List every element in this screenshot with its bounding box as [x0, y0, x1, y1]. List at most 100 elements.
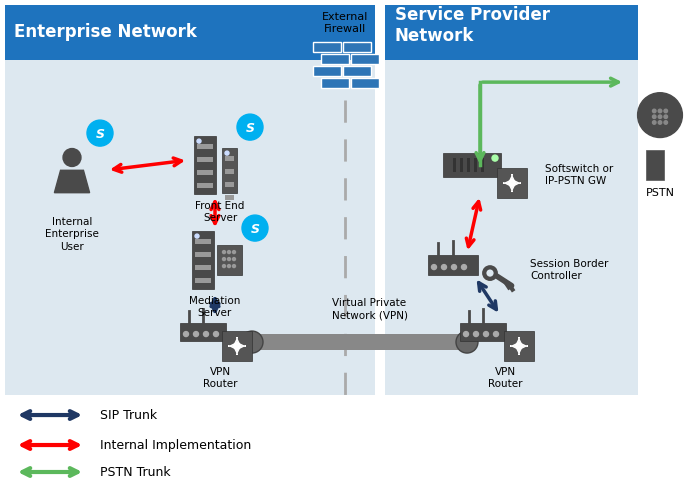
- Circle shape: [653, 120, 656, 124]
- Circle shape: [232, 264, 236, 268]
- Bar: [180, 323, 226, 341]
- Circle shape: [222, 258, 225, 260]
- Circle shape: [225, 151, 229, 155]
- Circle shape: [658, 109, 662, 112]
- Circle shape: [232, 250, 236, 254]
- Text: S: S: [96, 128, 105, 140]
- Text: Virtual Private
Network (VPN): Virtual Private Network (VPN): [331, 298, 407, 320]
- Text: S: S: [250, 222, 259, 235]
- Bar: [195, 239, 211, 244]
- Circle shape: [493, 332, 498, 336]
- Bar: [197, 157, 213, 162]
- Bar: [225, 182, 234, 187]
- Bar: [343, 42, 371, 52]
- Text: Enterprise Network: Enterprise Network: [14, 23, 197, 41]
- Circle shape: [232, 258, 236, 260]
- Circle shape: [484, 332, 489, 336]
- Circle shape: [222, 264, 225, 268]
- Polygon shape: [54, 170, 89, 192]
- Text: Internal Implementation: Internal Implementation: [100, 438, 252, 452]
- Circle shape: [486, 270, 493, 276]
- Text: VPN
Router: VPN Router: [488, 367, 523, 390]
- Circle shape: [456, 331, 478, 353]
- Bar: [195, 278, 211, 283]
- Circle shape: [227, 264, 231, 268]
- Text: PSTN: PSTN: [645, 188, 674, 198]
- Bar: [197, 183, 213, 188]
- Circle shape: [242, 215, 268, 241]
- Text: External
Firewall: External Firewall: [322, 12, 368, 34]
- Circle shape: [241, 331, 263, 353]
- Bar: [192, 231, 214, 289]
- Bar: [504, 331, 534, 361]
- Bar: [222, 331, 252, 361]
- Circle shape: [441, 264, 446, 270]
- Text: S: S: [245, 122, 254, 134]
- Circle shape: [452, 264, 457, 270]
- Circle shape: [658, 115, 662, 118]
- Bar: [195, 265, 211, 270]
- Circle shape: [193, 332, 198, 336]
- Bar: [453, 158, 456, 172]
- Circle shape: [204, 332, 209, 336]
- Bar: [343, 66, 371, 76]
- Circle shape: [483, 266, 497, 280]
- Text: Softswitch or
IP-PSTN GW: Softswitch or IP-PSTN GW: [545, 164, 613, 186]
- Circle shape: [658, 120, 662, 124]
- Circle shape: [464, 332, 468, 336]
- Circle shape: [462, 264, 466, 270]
- Circle shape: [664, 109, 667, 112]
- Circle shape: [184, 332, 188, 336]
- Bar: [195, 252, 211, 257]
- Text: Mediation
Server: Mediation Server: [189, 296, 240, 318]
- Circle shape: [63, 148, 81, 166]
- Circle shape: [664, 120, 667, 124]
- Text: VPN
Router: VPN Router: [203, 367, 237, 390]
- Bar: [194, 136, 216, 194]
- Circle shape: [227, 258, 231, 260]
- Text: Service Provider
Network: Service Provider Network: [395, 6, 550, 44]
- Bar: [467, 158, 470, 172]
- Text: PSTN Trunk: PSTN Trunk: [100, 466, 170, 478]
- Bar: [481, 158, 484, 172]
- Bar: [460, 323, 506, 341]
- Circle shape: [213, 332, 218, 336]
- Circle shape: [195, 234, 199, 238]
- Bar: [225, 195, 234, 200]
- Circle shape: [237, 114, 263, 140]
- Circle shape: [222, 250, 225, 254]
- Bar: [460, 158, 463, 172]
- Bar: [321, 78, 349, 88]
- Circle shape: [492, 155, 498, 161]
- Bar: [197, 144, 213, 149]
- Circle shape: [227, 250, 231, 254]
- Bar: [5, 55, 375, 395]
- Bar: [351, 54, 379, 64]
- Text: Session Border
Controller: Session Border Controller: [530, 259, 608, 281]
- Bar: [225, 156, 234, 161]
- Bar: [385, 5, 638, 60]
- Bar: [385, 55, 638, 395]
- Bar: [197, 170, 213, 175]
- Circle shape: [197, 139, 201, 143]
- Circle shape: [664, 115, 667, 118]
- Circle shape: [653, 109, 656, 112]
- Bar: [217, 245, 242, 275]
- Bar: [646, 150, 664, 180]
- Bar: [225, 169, 234, 174]
- Bar: [497, 168, 527, 198]
- Bar: [321, 54, 349, 64]
- Circle shape: [87, 120, 113, 146]
- Bar: [474, 158, 477, 172]
- Bar: [443, 153, 501, 177]
- Text: Internal
Enterprise
User: Internal Enterprise User: [45, 217, 99, 252]
- Text: Front End
Server: Front End Server: [195, 201, 245, 224]
- Bar: [428, 255, 478, 275]
- Text: SIP Trunk: SIP Trunk: [100, 408, 157, 422]
- Circle shape: [653, 115, 656, 118]
- Bar: [252, 334, 467, 350]
- Bar: [313, 42, 341, 52]
- Bar: [222, 148, 237, 193]
- Bar: [351, 78, 379, 88]
- Circle shape: [473, 332, 478, 336]
